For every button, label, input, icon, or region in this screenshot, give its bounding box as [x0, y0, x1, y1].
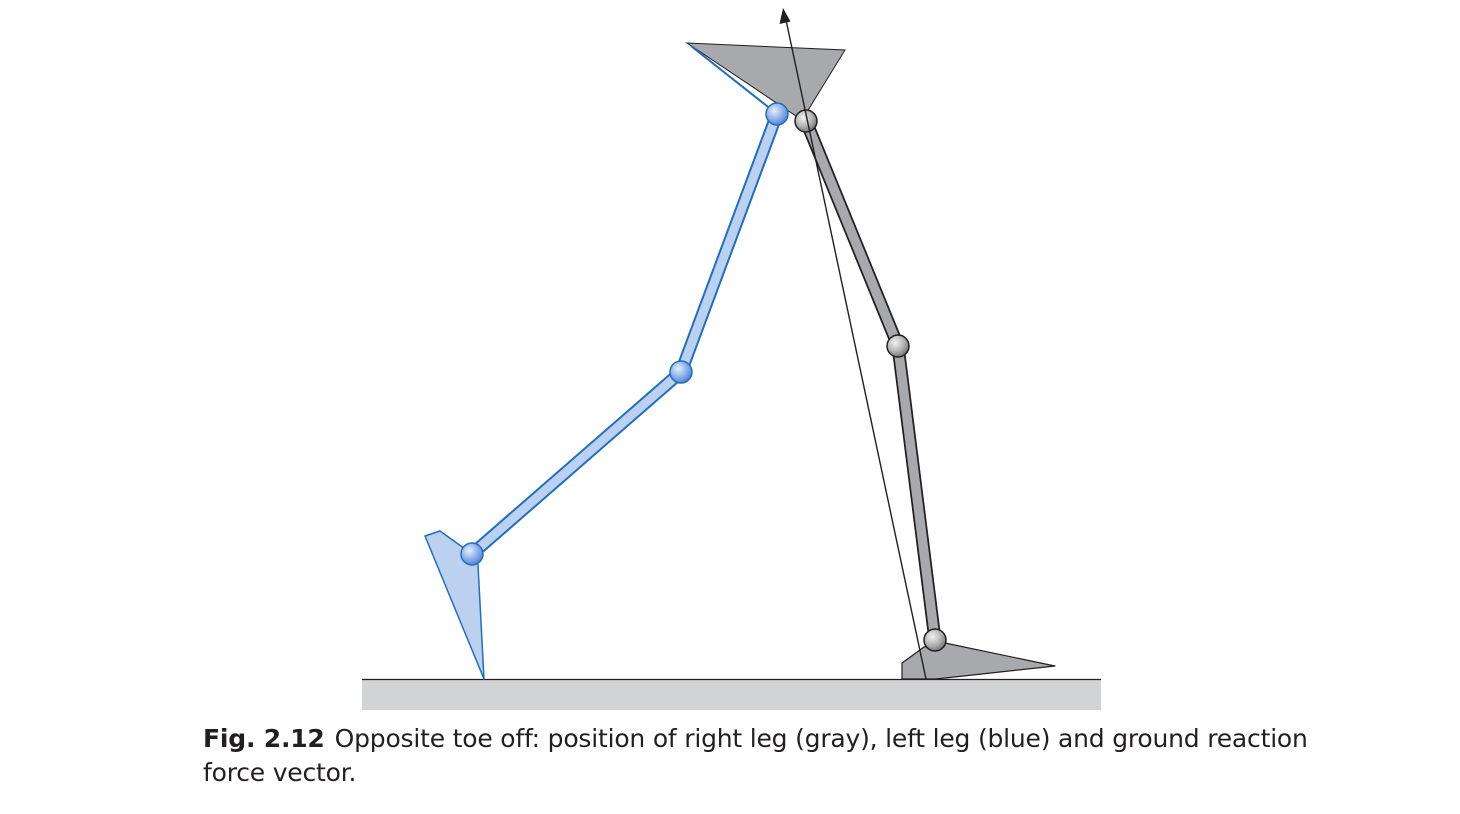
left-knee-joint [669, 360, 693, 384]
right-leg [794, 109, 1056, 680]
ground-reaction-force-vector [779, 8, 927, 680]
left-ankle-joint [460, 542, 484, 566]
gait-diagram [362, 8, 1101, 710]
pelvis [685, 42, 846, 121]
right-knee-joint [886, 334, 910, 358]
left-leg [424, 45, 789, 680]
right-hip-joint [794, 109, 818, 133]
figure-caption-text: Opposite toe off: position of right leg … [203, 724, 1308, 787]
right-ankle-joint [923, 628, 947, 652]
figure-label: Fig. 2.12 [203, 724, 325, 753]
left-hip-joint [765, 102, 789, 126]
left-hip-edge [690, 45, 778, 115]
ground-surface [362, 679, 1101, 710]
figure-caption: Fig. 2.12 Opposite toe off: position of r… [203, 722, 1333, 790]
force-vector-arrowhead [779, 8, 791, 24]
